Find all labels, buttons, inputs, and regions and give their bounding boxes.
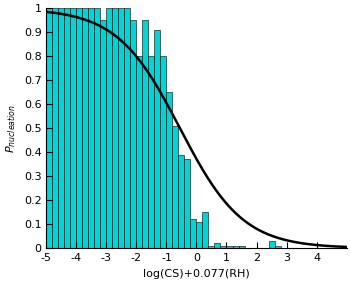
Bar [77,8,82,248]
Bar [238,246,245,248]
Bar [118,8,125,248]
Bar [131,20,137,248]
Bar [137,56,143,248]
Bar [208,246,214,248]
Bar [125,8,131,248]
Bar [71,8,77,248]
Bar [214,243,220,248]
Bar [112,8,118,248]
Bar [65,8,71,248]
Bar [46,8,52,248]
X-axis label: log(CS)+0.077(RH): log(CS)+0.077(RH) [143,269,250,278]
Bar [269,241,274,248]
Bar [220,246,226,248]
Bar [88,8,94,248]
Bar [52,8,58,248]
Bar [185,159,191,248]
Bar [160,56,166,248]
Bar [100,20,106,248]
Bar [148,56,154,248]
Bar [82,8,88,248]
Bar [143,20,148,248]
Bar [172,126,178,248]
Y-axis label: $P_{nucleation}$: $P_{nucleation}$ [5,104,18,153]
Bar [178,155,185,248]
Bar [166,92,172,248]
Bar [94,8,100,248]
Bar [203,212,208,248]
Bar [106,8,112,248]
Bar [197,222,203,248]
Bar [191,219,197,248]
Bar [232,246,238,248]
Bar [274,246,280,248]
Bar [154,30,160,248]
Bar [58,8,65,248]
Bar [226,246,232,248]
